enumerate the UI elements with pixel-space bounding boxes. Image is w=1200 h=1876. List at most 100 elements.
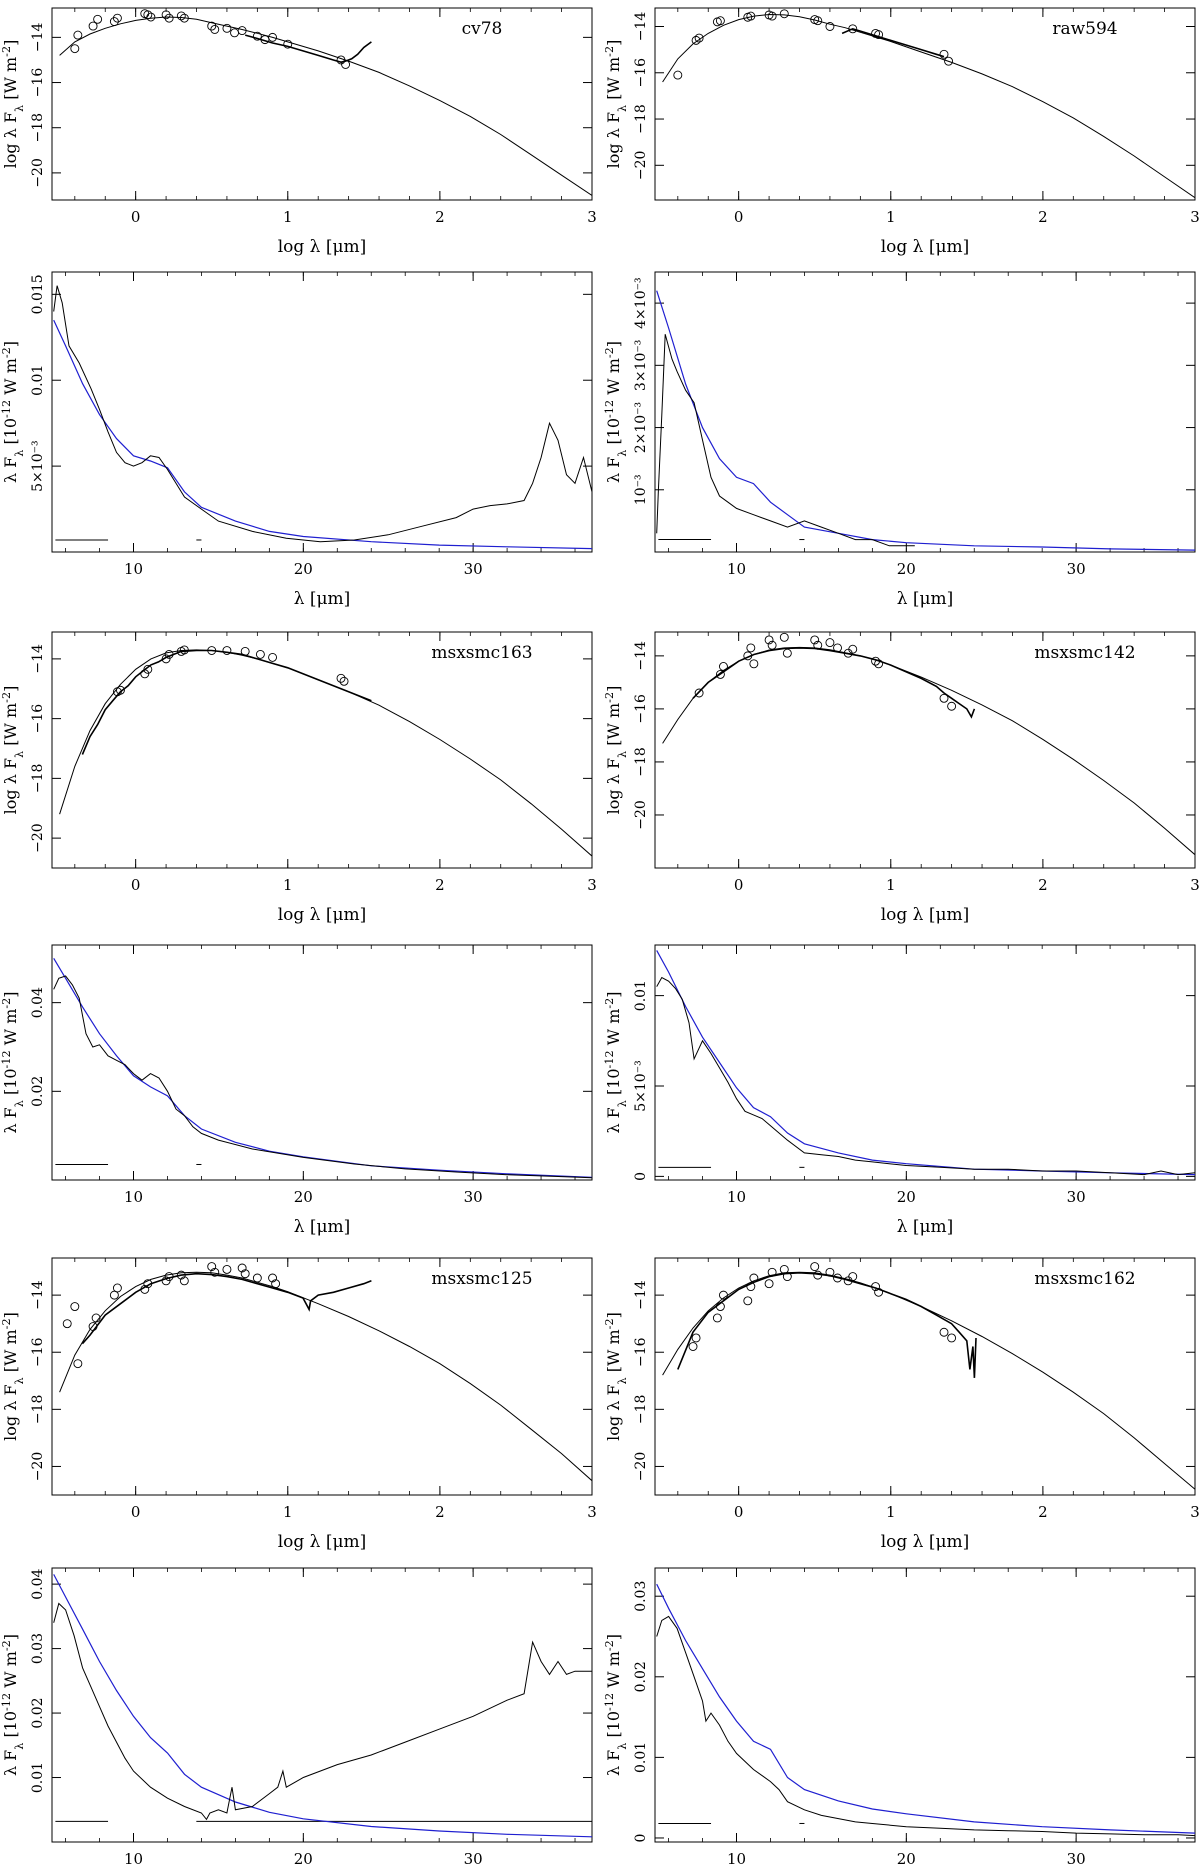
x-tick-label: 20	[294, 560, 313, 578]
y-tick-label: −18	[633, 1395, 649, 1425]
x-tick-label: 10	[124, 1188, 143, 1206]
photometry-point	[210, 1267, 220, 1277]
x-tick-label: 30	[1067, 1850, 1086, 1868]
y-tick-label: −14	[30, 1280, 46, 1310]
plot-frame	[51, 7, 593, 201]
plot-area	[656, 290, 1195, 551]
observed-spectrum-line	[53, 975, 592, 1179]
y-tick-label: −18	[30, 764, 46, 794]
photometry-point	[813, 1270, 823, 1280]
photometry-point	[70, 1302, 80, 1311]
photometry-point	[939, 49, 949, 59]
x-axis-label: λ [μm]	[294, 589, 351, 609]
photometry-point	[143, 1279, 153, 1289]
photometry-point	[222, 1264, 232, 1274]
x-axis-label: log λ [μm]	[881, 905, 970, 925]
photometry-point	[719, 662, 728, 671]
x-tick-label: 30	[464, 560, 483, 578]
photometry-point	[240, 646, 250, 656]
photometry-point	[255, 649, 265, 659]
y-tick-label: −20	[30, 1452, 46, 1482]
photometry-point	[782, 1272, 792, 1282]
photometry-point	[848, 1272, 858, 1282]
chart-panel-p1: 0 1 2 3 −14 −16 −18 −20 log λ [μm] log λ Fλ [W m-…	[0, 7, 597, 257]
plot-area	[59, 645, 592, 857]
y-tick-label: −20	[30, 823, 46, 853]
y-tick-label: −20	[633, 800, 649, 830]
y-axis-label: log λ Fλ [W m-2]	[603, 686, 629, 815]
photometry-point	[161, 10, 171, 20]
x-tick-label: 20	[294, 1850, 313, 1868]
y-tick-label: 0.02	[633, 1661, 649, 1692]
x-tick-label: 1	[283, 876, 293, 894]
y-tick-label: −14	[633, 1280, 649, 1310]
x-axis-label: log λ [μm]	[881, 237, 970, 257]
observed-spectrum-line	[656, 1615, 1195, 1837]
x-tick-label: 30	[464, 1850, 483, 1868]
y-tick-label: 0.015	[30, 274, 46, 314]
y-tick-label: 0.04	[30, 987, 46, 1018]
photometry-point	[764, 1279, 774, 1289]
photometry-point	[207, 646, 217, 655]
photometry-point	[271, 1279, 281, 1289]
x-tick-label: 3	[587, 1503, 597, 1521]
photometry-point	[939, 1327, 949, 1337]
object-label: raw594	[1052, 19, 1117, 39]
y-tick-label: 5×10⁻³	[30, 440, 46, 491]
plot-frame	[51, 944, 593, 1181]
y-tick-label: −20	[633, 151, 649, 181]
ir-spectrum-line	[81, 649, 372, 755]
photometry-point	[252, 31, 262, 41]
photometry-point	[715, 669, 725, 679]
model-sed-line	[59, 16, 592, 196]
model-sed-line	[662, 646, 1195, 856]
plot-area	[656, 1583, 1195, 1837]
photometry-point	[746, 11, 756, 21]
x-tick-label: 10	[727, 560, 746, 578]
photometry-point	[268, 32, 278, 42]
photometry-point	[73, 30, 83, 40]
x-axis-label: λ [μm]	[294, 1217, 351, 1237]
model-spectrum-line	[53, 1574, 592, 1838]
x-tick-label: 2	[1038, 876, 1048, 894]
observed-spectrum-line	[656, 976, 1195, 1176]
x-tick-label: 0	[734, 876, 744, 894]
model-spectrum-line	[656, 950, 1195, 1176]
chart-panel-p8: 10 20 30 0 5×10⁻³ 0.01 λ [μm] λ Fλ [10-12 W m-2…	[603, 944, 1196, 1237]
photometry-point	[874, 659, 884, 669]
photometry-point	[779, 9, 789, 19]
y-tick-label: 0.01	[633, 1742, 649, 1773]
photometry-point	[88, 1322, 98, 1331]
x-tick-label: 0	[131, 1503, 141, 1521]
x-tick-label: 20	[897, 1188, 916, 1206]
object-label: cv78	[462, 19, 503, 39]
y-tick-label: −20	[30, 158, 46, 188]
photometry-point	[140, 1284, 150, 1294]
photometry-point	[715, 16, 725, 26]
photometry-point	[116, 685, 125, 695]
photometry-point	[283, 39, 293, 49]
photometry-point	[833, 1273, 842, 1283]
chart-panel-p7: 10 20 30 0.02 0.04 λ [μm] λ Fλ [10-12 W m-2]	[0, 944, 593, 1237]
photometry-point	[88, 21, 98, 31]
photometry-point	[825, 1267, 835, 1277]
x-tick-label: 2	[1038, 208, 1048, 226]
plot-frame	[654, 631, 1196, 869]
photometry-point	[691, 1333, 701, 1343]
y-axis-label: λ Fλ [10-12 W m-2]	[603, 1634, 629, 1776]
ir-spectrum-line	[244, 34, 372, 64]
x-tick-label: 3	[1190, 208, 1200, 226]
photometry-point	[712, 1313, 722, 1323]
plot-frame	[51, 631, 593, 869]
y-axis-label: log λ Fλ [W m-2]	[0, 686, 26, 815]
x-tick-label: 20	[897, 1850, 916, 1868]
photometry-point	[848, 644, 858, 654]
photometry-point	[222, 646, 232, 655]
photometry-point	[743, 1296, 753, 1306]
photometry-point	[688, 1342, 698, 1351]
plot-area	[59, 9, 592, 196]
y-tick-label: −18	[30, 113, 46, 143]
x-tick-label: 1	[283, 208, 293, 226]
x-tick-label: 3	[1190, 876, 1200, 894]
photometry-point	[336, 673, 346, 683]
